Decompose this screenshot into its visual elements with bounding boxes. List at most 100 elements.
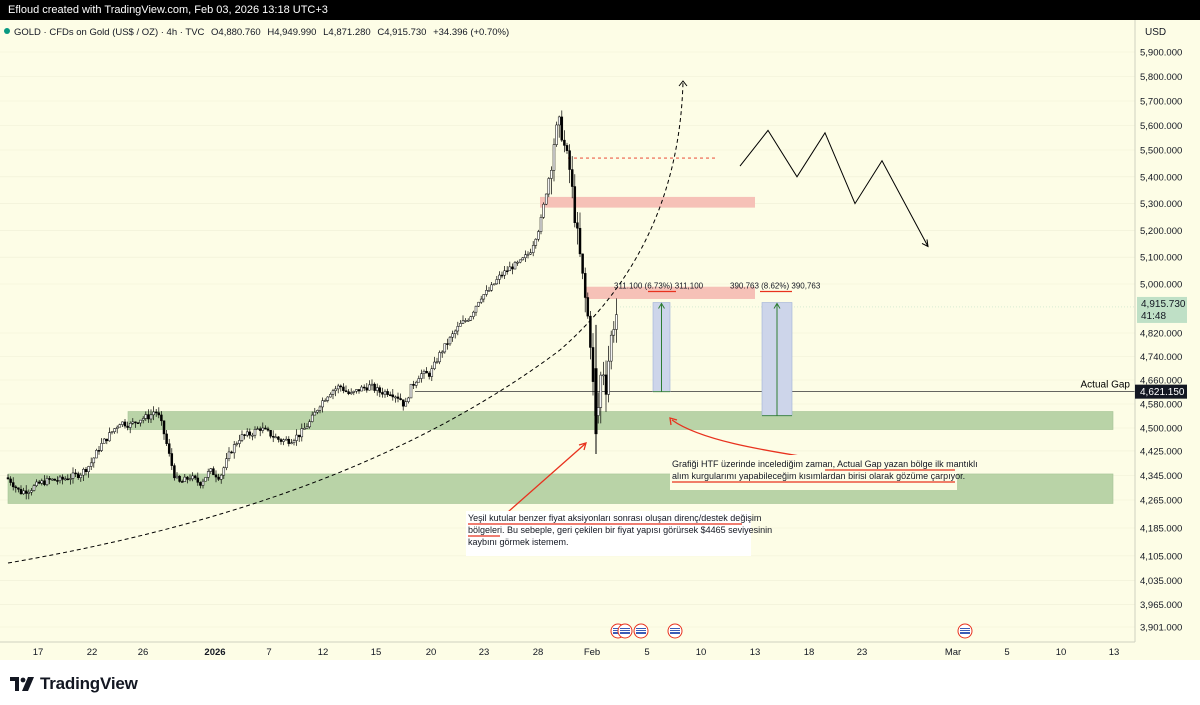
candle-body: [485, 290, 488, 295]
candle-body: [53, 478, 57, 481]
candle-body: [305, 426, 309, 429]
candle-body: [391, 394, 395, 398]
candle-body: [225, 458, 228, 469]
candle-body: [219, 474, 223, 480]
us-flag-icon[interactable]: [957, 623, 973, 639]
note-right-line1: Grafiği HTF üzerinde incelediğim zaman, …: [672, 459, 978, 469]
event-flags[interactable]: [610, 623, 973, 639]
parabolic-curve-line[interactable]: [7, 81, 684, 564]
candle-body: [591, 347, 595, 382]
candle-body: [446, 343, 449, 345]
candle-body: [43, 480, 46, 485]
note-right[interactable]: Grafiği HTF üzerinde incelediğim zaman, …: [670, 455, 978, 490]
candle-body: [121, 421, 124, 425]
candle-body: [612, 329, 616, 336]
candle-body: [560, 116, 564, 141]
candle-body: [170, 453, 174, 466]
candle-body: [105, 438, 109, 442]
projection-arrowhead: [921, 239, 929, 248]
y-tick-label: 5,500.000: [1140, 146, 1182, 157]
us-flag-icon[interactable]: [633, 623, 649, 639]
candle-body: [334, 388, 337, 392]
candle-body: [420, 373, 423, 379]
legend-low: 4,871.280: [328, 27, 370, 38]
candle-body: [511, 266, 514, 270]
candle-body: [87, 466, 90, 473]
candle-body: [537, 231, 540, 240]
y-tick-label: 5,900.000: [1140, 48, 1182, 59]
resistance-upper-zone: [540, 196, 755, 208]
candle-body: [128, 423, 132, 428]
candle-body: [615, 314, 618, 330]
candle-body: [326, 396, 330, 401]
candle-body: [290, 442, 293, 444]
candle-body: [264, 427, 267, 430]
brand-name: TradingView: [40, 674, 138, 693]
candle-body: [243, 434, 246, 436]
x-tick-label: 10: [1056, 647, 1067, 658]
candle-body: [503, 270, 506, 276]
candle-body: [456, 326, 460, 332]
candle-body: [89, 462, 93, 467]
candle-body: [245, 431, 249, 436]
candle-body: [45, 478, 49, 485]
candle-body: [14, 486, 18, 489]
candle-body: [500, 274, 504, 277]
candle-body: [474, 305, 478, 313]
price-axis[interactable]: [1135, 20, 1200, 642]
candle-body: [583, 273, 587, 298]
us-flag-icon[interactable]: [667, 623, 683, 639]
note-left-line3: kaybını görmek istemem.: [468, 537, 569, 547]
candle-body: [37, 481, 41, 484]
candle-body: [414, 381, 418, 386]
note-right-line2: alım kurgularımı yapabileceğim kısımlard…: [672, 471, 965, 481]
candle-body: [461, 320, 465, 324]
candle-body: [355, 389, 358, 392]
candle-body: [386, 391, 389, 395]
candle-body: [9, 478, 12, 483]
y-axis-ticks: 5,900.000 5,800.000 5,700.000 5,600.000 5,50…: [1140, 48, 1182, 634]
y-tick-label: 5,200.000: [1140, 226, 1182, 237]
candle-body: [570, 169, 574, 187]
candle-body: [217, 476, 220, 480]
y-tick-label: 4,105.000: [1140, 551, 1182, 562]
us-flag-icon[interactable]: [617, 623, 633, 639]
candle-body: [544, 193, 548, 205]
measure-label: 311.100 (6.73%) 311,100: [614, 282, 704, 291]
time-axis[interactable]: [0, 642, 1200, 660]
candle-body: [609, 334, 613, 362]
candle-body: [563, 139, 566, 146]
tradingview-logo-icon: [10, 677, 34, 691]
candle-body: [6, 477, 10, 480]
y-tick-label: 5,000.000: [1140, 280, 1182, 291]
candle-body: [435, 361, 439, 364]
candle-body: [352, 390, 356, 393]
note-left[interactable]: Yeşil kutular benzer fiyat aksiyonları s…: [466, 511, 772, 556]
candle-body: [521, 257, 525, 261]
candle-body: [92, 457, 96, 464]
candle-body: [407, 397, 410, 402]
candle-body: [113, 428, 116, 432]
candle-body: [71, 472, 75, 479]
projection-zigzag[interactable]: [739, 129, 929, 247]
candle-body: [40, 480, 44, 484]
candle-body: [495, 279, 499, 285]
candle-body: [321, 400, 324, 408]
candle-body: [183, 476, 187, 482]
candle-body: [466, 319, 470, 322]
candle-body: [95, 450, 98, 459]
measure-arrowhead: [773, 302, 781, 309]
candle-body: [347, 391, 350, 395]
candle-body: [178, 475, 181, 482]
candle-body: [139, 419, 142, 424]
price-chart[interactable]: Actual Gap 311.100 (6.73%) 311,100 390.76…: [0, 20, 1200, 660]
candle-body: [191, 475, 194, 480]
tradingview-logo[interactable]: TradingView: [10, 672, 138, 696]
candle-body: [602, 374, 605, 377]
candle-body: [271, 435, 275, 438]
candle-body: [30, 490, 33, 493]
legend-change: +34.396 (+0.70%): [433, 27, 509, 38]
x-tick-label: 15: [371, 647, 382, 658]
candle-body: [373, 383, 376, 391]
candle-body: [360, 386, 363, 392]
